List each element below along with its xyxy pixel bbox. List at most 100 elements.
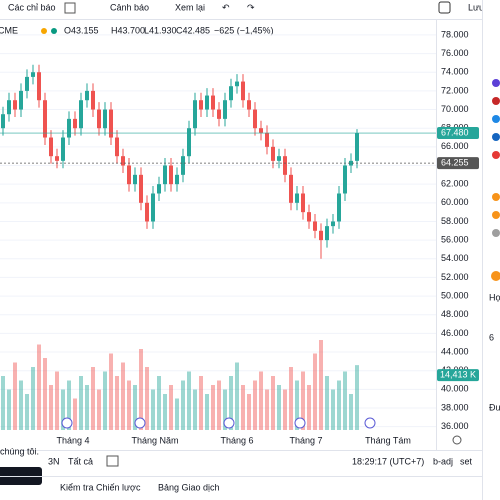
- y-tick-label: 74.000: [441, 67, 469, 77]
- candle-body: [109, 109, 113, 138]
- volume-bar: [265, 389, 269, 430]
- candle-body: [211, 95, 215, 110]
- volume-bar: [103, 371, 107, 430]
- ohlc-change: −625 (−1,45%): [214, 25, 274, 35]
- candle-body: [187, 128, 191, 157]
- y-tick-label: 54.000: [441, 253, 469, 263]
- volume-bar: [19, 380, 23, 430]
- candle-body: [85, 90, 89, 101]
- price-label: 64.255: [441, 158, 469, 168]
- icon[interactable]: [492, 79, 500, 87]
- volume-bar: [271, 376, 275, 430]
- candle-body: [181, 156, 185, 175]
- volume-bar: [97, 389, 101, 430]
- candle-body: [79, 100, 83, 129]
- set[interactable]: set: [460, 456, 473, 466]
- volume-bar: [253, 380, 257, 430]
- volume-bar: [217, 380, 221, 430]
- price-label: 67.480: [441, 127, 469, 137]
- volume-bar: [157, 376, 161, 430]
- candle-body: [61, 137, 65, 161]
- x-label: Tháng Năm: [131, 435, 178, 445]
- tab[interactable]: Bảng Giao dịch: [158, 482, 220, 492]
- candle-body: [157, 184, 161, 194]
- calendar[interactable]: [106, 455, 119, 467]
- candle-body: [175, 174, 179, 185]
- icon[interactable]: [492, 133, 500, 141]
- tab[interactable]: Kiểm tra Chiến lược: [60, 482, 141, 492]
- y-tick-label: 44.000: [441, 346, 469, 356]
- redo[interactable]: ↷: [247, 2, 255, 12]
- icon[interactable]: [492, 151, 500, 159]
- icon[interactable]: [492, 229, 500, 237]
- candle-body: [295, 193, 299, 203]
- icon[interactable]: [492, 115, 500, 123]
- volume-bar: [301, 371, 305, 430]
- ohlc-open: O43.155: [64, 25, 99, 35]
- volume-bar: [67, 380, 71, 430]
- volume-bar: [109, 353, 113, 430]
- replay[interactable]: Xem lại: [175, 2, 205, 12]
- volume-bar: [7, 389, 11, 430]
- layout-icon[interactable]: [64, 2, 76, 14]
- candle-body: [133, 174, 137, 185]
- volume-bar: [163, 394, 167, 430]
- button-label[interactable]: oàn bộ: [2, 470, 30, 480]
- range-all[interactable]: Tất cả: [68, 456, 93, 466]
- volume-bar: [283, 389, 287, 430]
- event[interactable]: [134, 417, 146, 429]
- volume-bar: [313, 353, 317, 430]
- volume-bar: [355, 365, 359, 430]
- candle-body: [337, 193, 341, 222]
- alerts[interactable]: Cảnh báo: [110, 2, 149, 12]
- event[interactable]: [223, 417, 235, 429]
- range-3n[interactable]: 3N: [48, 456, 60, 466]
- candle-body: [31, 72, 35, 77]
- candle-body: [193, 100, 197, 129]
- volume-bar: [127, 380, 131, 430]
- volume-bar: [121, 362, 125, 430]
- y-tick-label: 50.000: [441, 290, 469, 300]
- candle-body: [223, 100, 227, 119]
- candle-body: [49, 137, 53, 157]
- adj[interactable]: b-adj: [433, 456, 453, 466]
- status-dot: [51, 28, 57, 34]
- settings[interactable]: [452, 435, 462, 445]
- volume-bar: [61, 389, 65, 430]
- candle-body: [67, 118, 71, 138]
- y-tick-label: 58.000: [441, 216, 469, 226]
- volume-bar: [115, 376, 119, 430]
- x-label: Tháng Tám: [365, 435, 411, 445]
- y-tick-label: 66.000: [441, 141, 469, 151]
- fullscreen[interactable]: [438, 1, 451, 14]
- volume-bar: [139, 349, 143, 430]
- volume-bar: [331, 389, 335, 430]
- icon[interactable]: [492, 97, 500, 105]
- y-tick-label: 48.000: [441, 309, 469, 319]
- y-tick-label: 40.000: [441, 384, 469, 394]
- candle-body: [343, 165, 347, 194]
- side-text: Đư: [489, 402, 500, 412]
- event[interactable]: [364, 417, 376, 429]
- undo[interactable]: ↶: [222, 2, 230, 12]
- event[interactable]: [294, 417, 306, 429]
- indicators[interactable]: Các chỉ báo: [8, 2, 56, 12]
- candle-body: [331, 221, 335, 227]
- symbol: CME: [0, 25, 18, 35]
- volume-bar: [277, 385, 281, 430]
- icon[interactable]: [491, 271, 500, 281]
- icon[interactable]: [492, 211, 500, 219]
- y-tick-label: 52.000: [441, 272, 469, 282]
- candle-body: [97, 109, 101, 129]
- icon[interactable]: [492, 193, 500, 201]
- volume-bar: [169, 385, 173, 430]
- candle-body: [205, 95, 209, 110]
- volume-bar: [223, 389, 227, 430]
- save[interactable]: Lưu: [468, 2, 484, 12]
- event[interactable]: [61, 417, 73, 429]
- candle-body: [355, 133, 359, 161]
- candle-body: [271, 146, 275, 161]
- event-icons[interactable]: [61, 417, 376, 429]
- volume-bar: [85, 385, 89, 430]
